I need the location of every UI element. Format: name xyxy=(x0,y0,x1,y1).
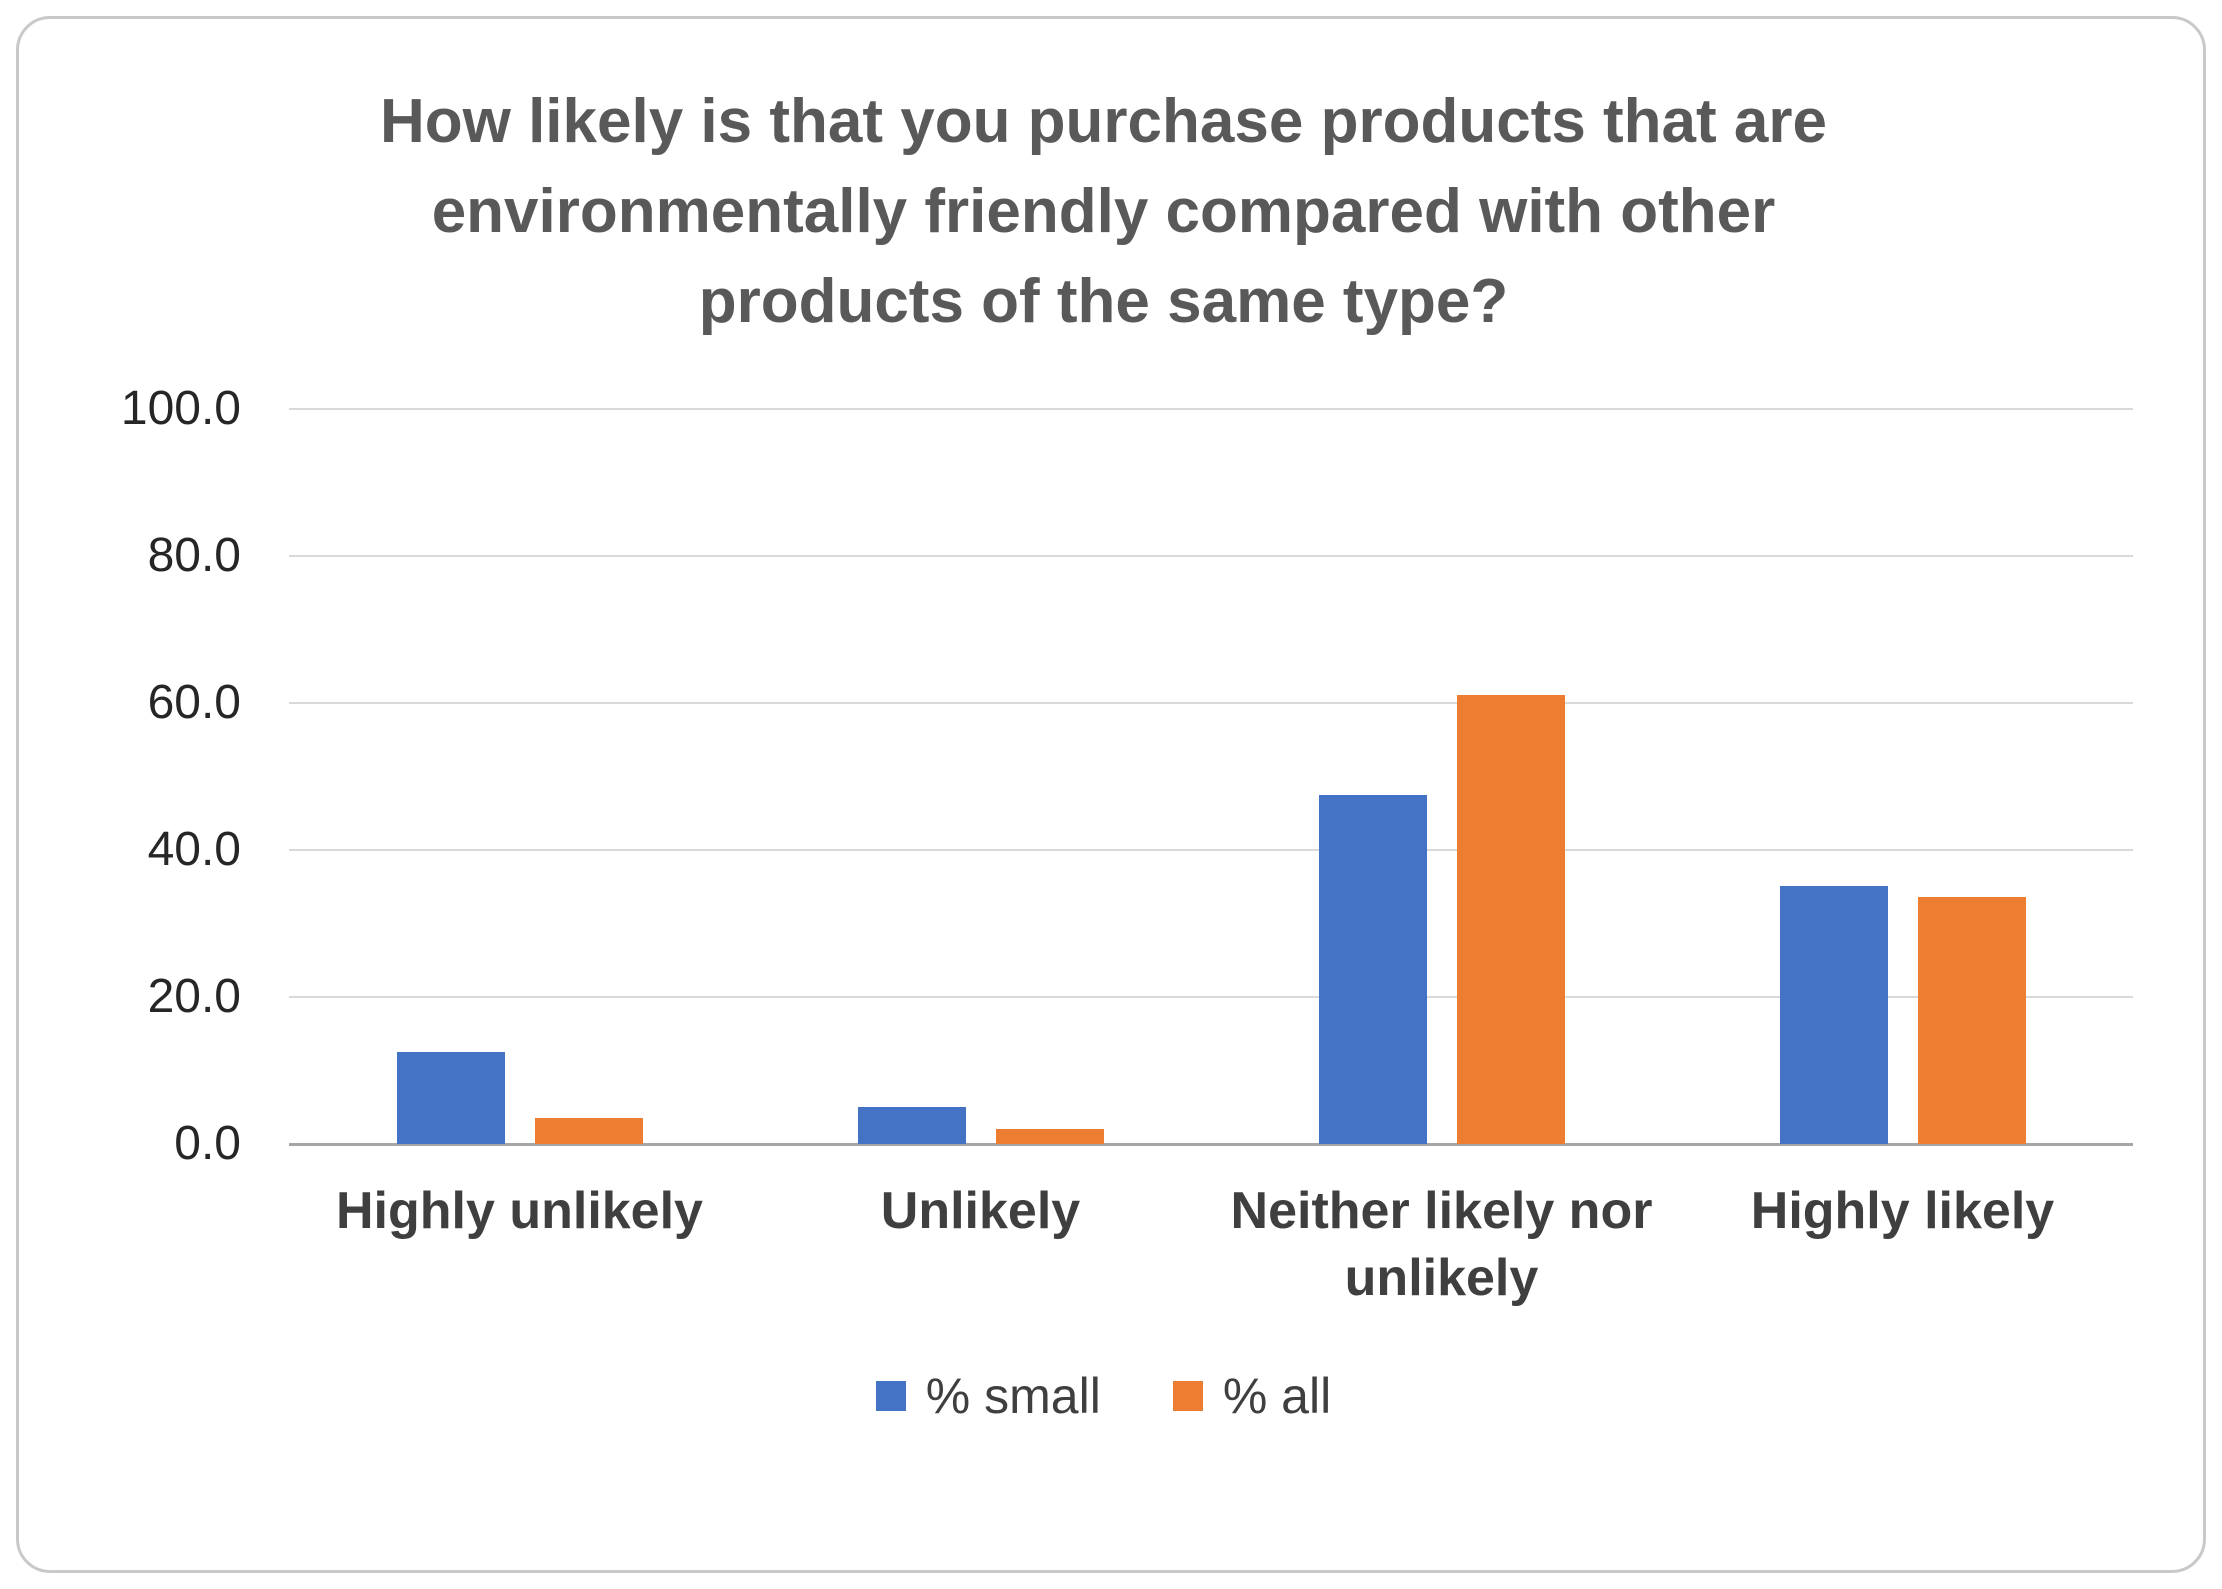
gridline xyxy=(289,995,2133,998)
gridline xyxy=(289,407,2133,410)
chart-card: How likely is that you purchase products… xyxy=(16,16,2206,1573)
bar xyxy=(857,1106,966,1144)
chart-title: How likely is that you purchase products… xyxy=(379,87,1827,336)
bars-layer xyxy=(289,409,2133,1144)
legend-label: % small xyxy=(925,1367,1101,1424)
legend-label: % all xyxy=(1222,1367,1332,1424)
x-axis-line xyxy=(289,1142,2133,1146)
category-label: Highly unlikely xyxy=(336,1181,703,1240)
bar xyxy=(1779,886,1888,1144)
bar xyxy=(534,1117,643,1144)
x-axis-labels: Highly unlikely Unlikely Neither likely no… xyxy=(289,1178,2133,1313)
gridline xyxy=(289,848,2133,851)
category-bar-group xyxy=(750,409,1211,1144)
gridline xyxy=(289,701,2133,704)
y-tick-label: 0.0 xyxy=(174,1116,241,1170)
category-label: Neither likely nor unlikely xyxy=(1230,1181,1653,1308)
bar xyxy=(396,1051,505,1144)
y-tick-label: 40.0 xyxy=(147,822,241,876)
category-bar-group xyxy=(1211,409,1672,1144)
legend-item: % all xyxy=(1172,1367,1332,1424)
category-bar-group xyxy=(1672,409,2133,1144)
y-tick-label: 20.0 xyxy=(147,969,241,1023)
bar-chart: 0.0 20.0 40.0 60.0 80.0 100.0 Highly unlikely… xyxy=(74,384,2133,1313)
legend-item: % small xyxy=(875,1367,1101,1424)
legend: % small% all xyxy=(74,1371,2133,1421)
bar xyxy=(1917,897,2026,1144)
bar xyxy=(1318,794,1427,1144)
y-tick-label: 80.0 xyxy=(147,528,241,582)
y-tick-label: 60.0 xyxy=(147,675,241,729)
plot-area xyxy=(289,407,2133,1146)
legend-swatch-icon xyxy=(875,1380,906,1411)
bar xyxy=(995,1128,1104,1144)
category-label: Unlikely xyxy=(880,1181,1081,1240)
category-bar-group xyxy=(289,409,750,1144)
y-axis: 0.0 20.0 40.0 60.0 80.0 100.0 xyxy=(74,384,289,1167)
y-tick-label: 100.0 xyxy=(120,381,241,435)
bar xyxy=(1456,695,1565,1144)
legend-swatch-icon xyxy=(1172,1380,1203,1411)
gridline xyxy=(289,554,2133,557)
category-label: Highly likely xyxy=(1750,1181,2055,1240)
